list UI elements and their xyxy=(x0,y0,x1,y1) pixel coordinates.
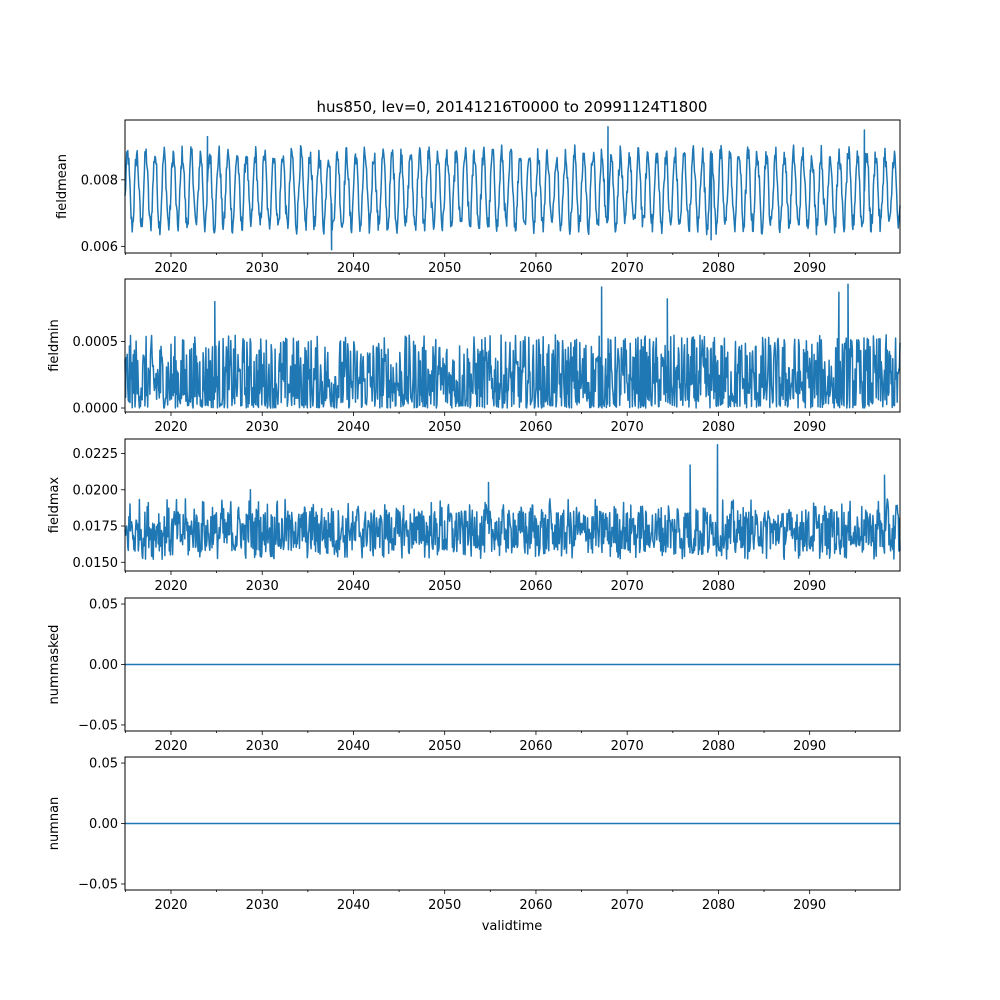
y-tick-label: 0.05 xyxy=(89,757,118,772)
x-axis-label: validtime xyxy=(482,919,543,934)
y-tick-label: 0.0225 xyxy=(73,447,119,462)
y-tick-label: 0.006 xyxy=(81,240,118,255)
x-tick-label: 2070 xyxy=(611,420,644,435)
x-tick-label: 2050 xyxy=(428,898,461,913)
x-tick-label: 2060 xyxy=(519,261,552,276)
y-tick-label: 0.00 xyxy=(89,817,118,832)
x-tick-label: 2040 xyxy=(337,420,370,435)
x-tick-label: 2050 xyxy=(428,739,461,754)
x-tick-label: 2080 xyxy=(702,898,735,913)
x-tick-label: 2060 xyxy=(519,739,552,754)
series-line-fieldmin xyxy=(124,283,901,409)
x-tick-label: 2030 xyxy=(246,420,279,435)
x-tick-label: 2090 xyxy=(793,261,826,276)
x-tick-label: 2040 xyxy=(337,579,370,594)
y-axis-label: fieldmax xyxy=(47,477,62,534)
y-tick-label: −0.05 xyxy=(78,718,118,733)
y-tick-label: 0.0005 xyxy=(73,335,119,350)
figure-title: hus850, lev=0, 20141216T0000 to 20991124… xyxy=(317,98,708,116)
series-line-fieldmax xyxy=(124,444,901,561)
x-tick-label: 2090 xyxy=(793,420,826,435)
x-tick-label: 2050 xyxy=(428,261,461,276)
x-tick-label: 2080 xyxy=(702,261,735,276)
x-tick-label: 2020 xyxy=(154,579,187,594)
x-tick-label: 2040 xyxy=(337,739,370,754)
x-tick-label: 2030 xyxy=(246,579,279,594)
x-tick-label: 2030 xyxy=(246,739,279,754)
x-tick-label: 2050 xyxy=(428,579,461,594)
x-tick-label: 2080 xyxy=(702,579,735,594)
y-tick-label: 0.0175 xyxy=(73,520,119,535)
y-tick-label: 0.008 xyxy=(81,173,118,188)
x-tick-label: 2090 xyxy=(793,898,826,913)
y-axis-label: fieldmin xyxy=(47,319,62,372)
y-tick-label: 0.0200 xyxy=(73,483,119,498)
x-tick-label: 2050 xyxy=(428,420,461,435)
x-tick-label: 2070 xyxy=(611,898,644,913)
y-tick-label: 0.0000 xyxy=(73,402,119,417)
x-tick-label: 2070 xyxy=(611,579,644,594)
subplot-panels: 2020 2030 2040 2050 2060 2070 2080 2090 0.006 0.0… xyxy=(47,119,901,913)
x-tick-label: 2030 xyxy=(246,898,279,913)
axes-frame xyxy=(124,119,901,254)
y-axis-label: numnan xyxy=(47,797,62,851)
x-tick-label: 2020 xyxy=(154,420,187,435)
x-tick-label: 2060 xyxy=(519,898,552,913)
x-tick-label: 2060 xyxy=(519,420,552,435)
x-tick-label: 2040 xyxy=(337,261,370,276)
x-tick-label: 2030 xyxy=(246,261,279,276)
axes-frame xyxy=(124,438,901,572)
axes-frame xyxy=(124,278,901,413)
y-axis-label: fieldmean xyxy=(55,154,70,219)
x-tick-label: 2090 xyxy=(793,739,826,754)
x-tick-label: 2090 xyxy=(793,579,826,594)
series-line-fieldmean xyxy=(124,125,901,251)
x-tick-label: 2080 xyxy=(702,739,735,754)
x-tick-label: 2040 xyxy=(337,898,370,913)
x-tick-label: 2020 xyxy=(154,898,187,913)
subplot-fieldmin: 2020 2030 2040 2050 2060 2070 2080 2090 0.0000 0.… xyxy=(47,278,901,435)
y-axis-label: nummasked xyxy=(47,625,62,705)
subplot-nummasked: 2020 2030 2040 2050 2060 2070 2080 2090 −0.05 0.0… xyxy=(47,597,901,754)
x-tick-label: 2080 xyxy=(702,420,735,435)
x-tick-label: 2020 xyxy=(154,739,187,754)
subplot-fieldmean: 2020 2030 2040 2050 2060 2070 2080 2090 0.006 0.0… xyxy=(55,119,901,276)
x-tick-label: 2020 xyxy=(154,261,187,276)
x-tick-label: 2060 xyxy=(519,579,552,594)
x-tick-label: 2070 xyxy=(611,739,644,754)
y-tick-label: 0.05 xyxy=(89,598,118,613)
y-tick-label: 0.00 xyxy=(89,658,118,673)
subplot-numnan: 2020 2030 2040 2050 2060 2070 2080 2090 −0.05 0.0… xyxy=(47,756,901,913)
subplot-fieldmax: 2020 2030 2040 2050 2060 2070 2080 2090 0.0150 0.… xyxy=(47,438,901,594)
y-tick-label: 0.0150 xyxy=(73,556,119,571)
x-tick-label: 2070 xyxy=(611,261,644,276)
y-tick-label: −0.05 xyxy=(78,877,118,892)
